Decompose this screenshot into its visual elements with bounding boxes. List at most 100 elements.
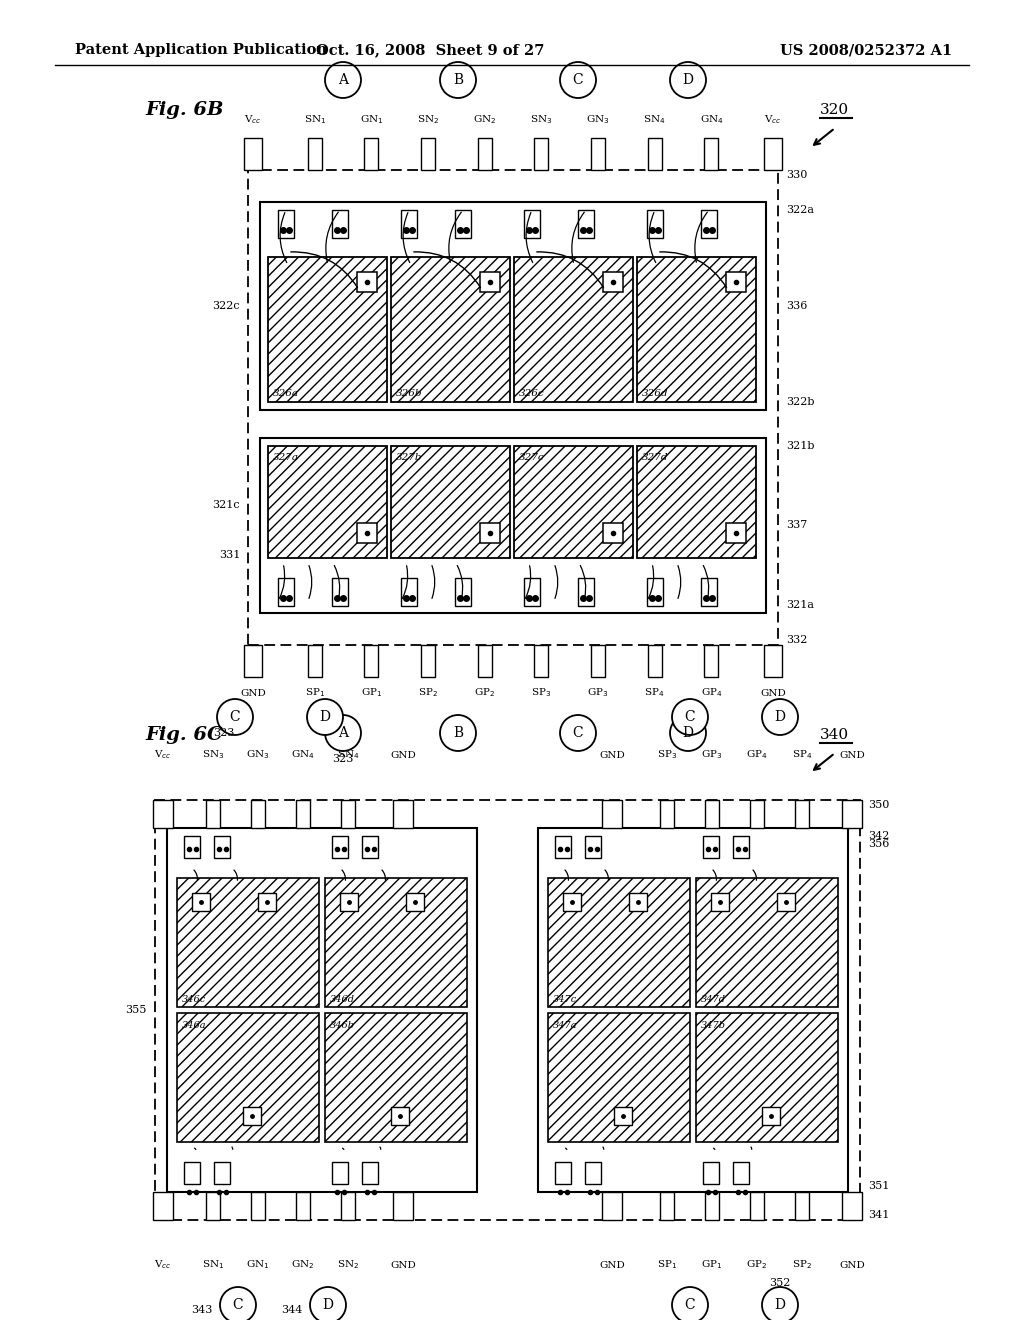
Bar	[705, 645, 718, 677]
Bar	[750, 800, 764, 828]
Text: 326c: 326c	[519, 389, 545, 399]
Text: SP$_2$: SP$_2$	[792, 1258, 812, 1271]
Text: GN$_4$: GN$_4$	[291, 748, 314, 762]
Text: 322b: 322b	[786, 397, 814, 407]
Bar	[764, 645, 782, 677]
Bar	[357, 272, 377, 292]
Text: A: A	[338, 726, 348, 741]
Text: SP$_1$: SP$_1$	[657, 1258, 677, 1271]
Text: GN$_1$: GN$_1$	[359, 114, 383, 127]
Bar	[391, 446, 510, 558]
Text: 341: 341	[868, 1210, 890, 1220]
Bar	[401, 578, 417, 606]
Bar	[244, 139, 262, 170]
Bar	[647, 645, 662, 677]
Bar	[332, 210, 348, 238]
Text: 323: 323	[333, 754, 353, 764]
Text: 327a: 327a	[273, 454, 299, 462]
Bar	[563, 894, 581, 911]
Text: D: D	[774, 710, 785, 723]
Bar	[842, 1192, 862, 1220]
Text: GND: GND	[839, 751, 865, 759]
Bar	[660, 1192, 674, 1220]
Bar	[206, 1192, 220, 1220]
Text: SN$_4$: SN$_4$	[643, 114, 666, 127]
Text: 332: 332	[786, 635, 807, 645]
Text: A: A	[338, 73, 348, 87]
Bar	[278, 578, 294, 606]
Bar	[341, 800, 355, 828]
Bar	[260, 438, 766, 612]
Bar	[726, 272, 746, 292]
Bar	[184, 1162, 200, 1184]
Bar	[325, 878, 467, 1007]
Bar	[268, 446, 387, 558]
Bar	[705, 139, 718, 170]
Text: GND: GND	[760, 689, 785, 697]
Bar	[795, 800, 809, 828]
Circle shape	[560, 715, 596, 751]
Bar	[711, 894, 729, 911]
Bar	[535, 645, 548, 677]
Bar	[332, 836, 348, 858]
Text: B: B	[453, 726, 463, 741]
Circle shape	[440, 62, 476, 98]
Bar	[393, 1192, 413, 1220]
Text: GP$_1$: GP$_1$	[701, 1258, 723, 1271]
Text: GP$_4$: GP$_4$	[746, 748, 768, 762]
Bar	[477, 139, 492, 170]
Bar	[153, 800, 173, 828]
Bar	[696, 1012, 838, 1142]
Text: GND: GND	[390, 1261, 416, 1270]
Bar	[585, 1162, 601, 1184]
Text: 321b: 321b	[786, 441, 814, 451]
Text: GN$_4$: GN$_4$	[699, 114, 723, 127]
Text: 356: 356	[868, 840, 890, 849]
Bar	[555, 1162, 571, 1184]
Text: GP$_3$: GP$_3$	[701, 748, 723, 762]
Bar	[268, 257, 387, 403]
Bar	[777, 894, 795, 911]
Circle shape	[762, 700, 798, 735]
Bar	[795, 1192, 809, 1220]
Bar	[193, 894, 210, 911]
Text: 331: 331	[219, 550, 240, 560]
Bar	[703, 836, 719, 858]
Bar	[696, 878, 838, 1007]
Bar	[637, 257, 756, 403]
Text: GND: GND	[240, 689, 266, 697]
Circle shape	[325, 715, 361, 751]
Bar	[480, 272, 500, 292]
Circle shape	[560, 62, 596, 98]
Bar	[629, 894, 647, 911]
Text: SP$_3$: SP$_3$	[531, 686, 552, 700]
Text: GND: GND	[599, 751, 625, 759]
Bar	[726, 523, 746, 543]
Text: 326b: 326b	[396, 389, 423, 399]
Bar	[602, 1192, 622, 1220]
Text: GN$_3$: GN$_3$	[246, 748, 269, 762]
Text: C: C	[232, 1298, 244, 1312]
Bar	[703, 1162, 719, 1184]
Text: D: D	[774, 1298, 785, 1312]
Bar	[167, 828, 477, 1192]
Text: SN$_3$: SN$_3$	[202, 748, 224, 762]
Text: Fig. 6B: Fig. 6B	[145, 102, 223, 119]
Bar	[332, 1162, 348, 1184]
Bar	[244, 645, 262, 677]
Bar	[214, 836, 230, 858]
Bar	[258, 894, 276, 911]
Text: GP$_3$: GP$_3$	[588, 686, 608, 700]
Text: 320: 320	[820, 103, 849, 117]
Bar	[842, 800, 862, 828]
Text: US 2008/0252372 A1: US 2008/0252372 A1	[780, 44, 952, 57]
Bar	[705, 1192, 719, 1220]
Text: GP$_1$: GP$_1$	[360, 686, 382, 700]
Bar	[647, 578, 663, 606]
Bar	[401, 210, 417, 238]
Circle shape	[310, 1287, 346, 1320]
Bar	[406, 894, 424, 911]
Bar	[578, 578, 594, 606]
Bar	[764, 139, 782, 170]
Bar	[365, 139, 378, 170]
